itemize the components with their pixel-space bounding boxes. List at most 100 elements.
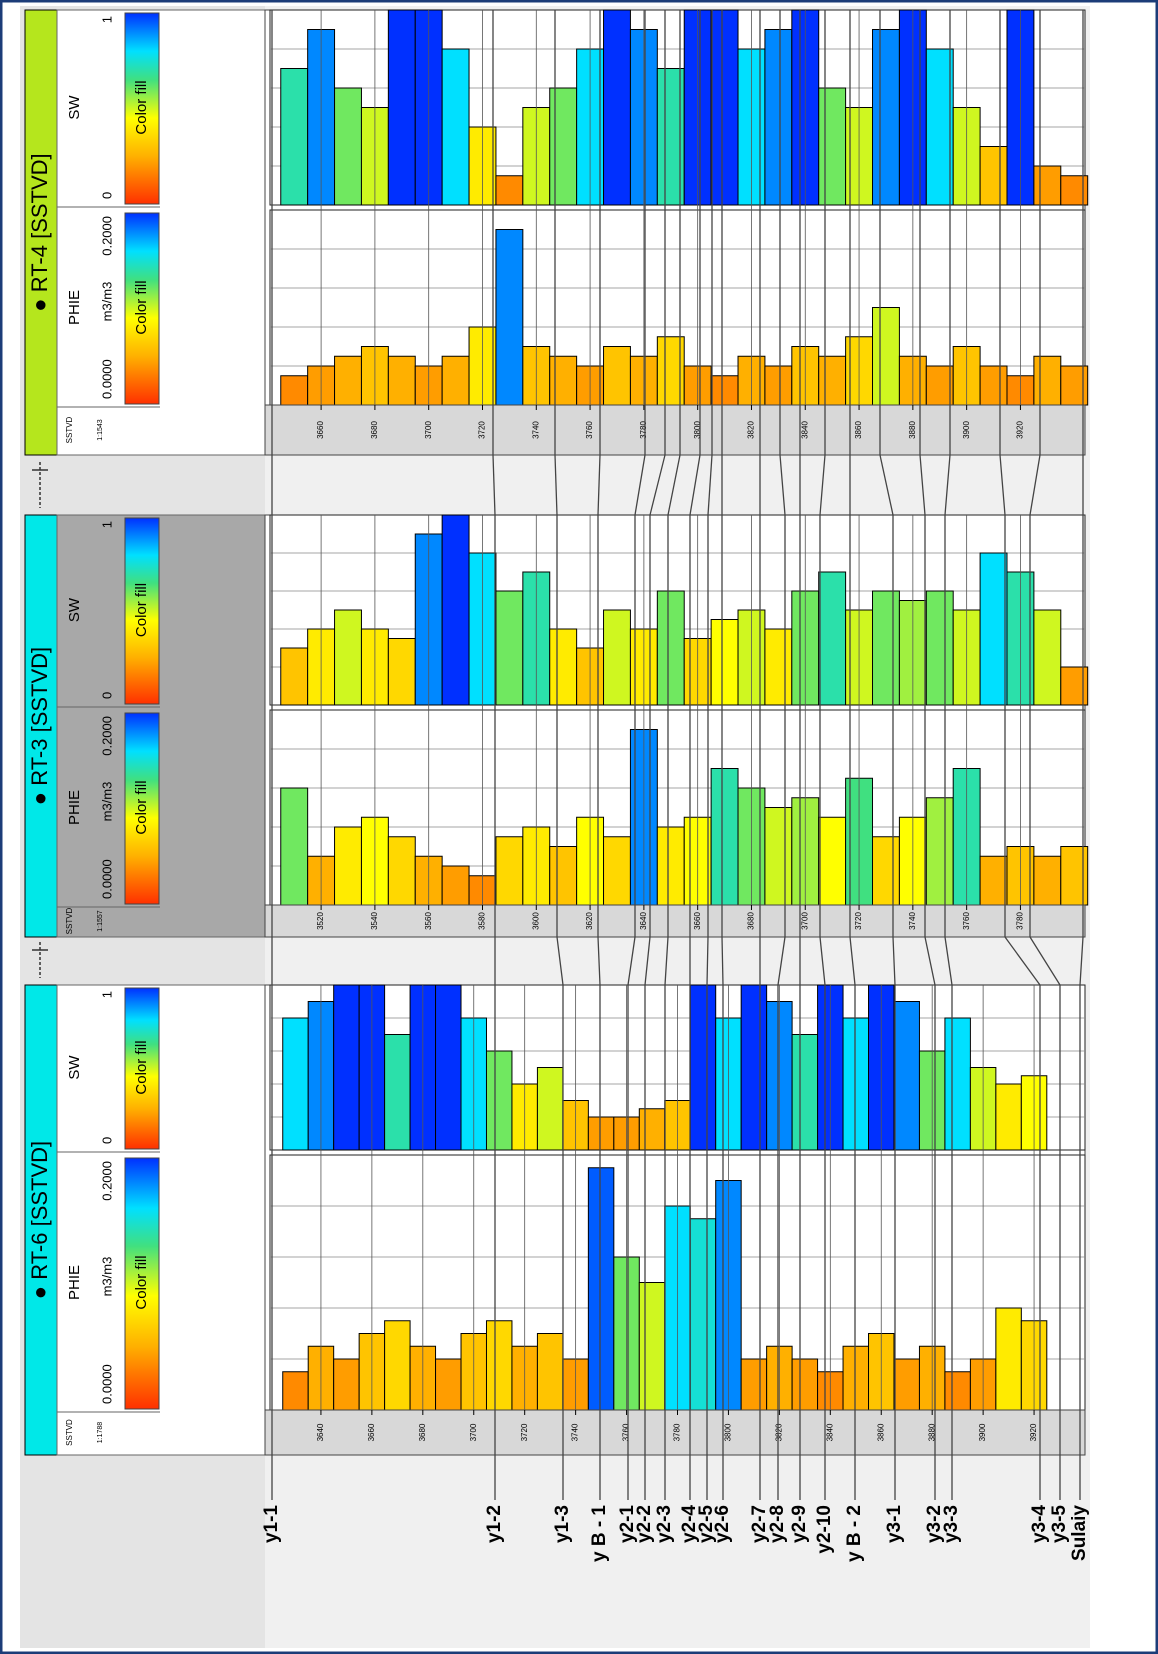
log-fill [818,87,847,206]
header-body [56,514,266,938]
log-fill [549,87,578,206]
scale-min: 0.0000 [99,859,114,899]
log-fill [384,1034,411,1151]
depth-tick-label: 3760 [622,1423,631,1441]
scale-unit: m3/m3 [99,782,114,822]
log-fill [656,826,685,906]
log-fill [1033,609,1062,706]
colorfill-bar [124,212,160,405]
log-fill [818,355,847,406]
horizon-link [819,454,826,516]
depth-tick-label: 3820 [747,421,756,439]
scale-min: 0 [99,692,114,699]
scale-max: 1 [99,16,114,23]
horizon-label: y1-1 [261,1505,282,1543]
log-fill [710,619,739,706]
colorfill-label: Color fill [133,1040,150,1094]
depth-tick-label: 3780 [673,1423,682,1441]
depth-tick-label: 3920 [1016,421,1025,439]
depth-tick-label: 3580 [478,912,487,930]
depth-tick-label: 3680 [747,912,756,930]
depth-tick-label: 3860 [854,421,863,439]
horizon-label: y2-10 [814,1505,835,1554]
depth-tick-label: 3700 [800,912,809,930]
horizon-link [667,454,681,516]
log-fill [791,1034,819,1151]
log-fill [1033,355,1062,406]
scale-min: 0.0000 [99,1364,114,1404]
log-fill [689,984,717,1151]
log-fill [334,609,362,706]
horizon-link [492,454,496,516]
log-fill [485,1050,513,1151]
depth-tick-label: 3680 [418,1423,427,1441]
horizon-label: y1-3 [552,1505,573,1543]
horizon-label: y3-4 [1029,1505,1050,1543]
log-fill [1033,855,1062,906]
horizon-link [689,454,701,516]
log-fill [441,514,470,706]
log-fill [495,175,524,206]
log-fill [603,836,631,906]
depth-tick-label: 3540 [370,912,379,930]
log-fill [944,1371,971,1411]
log-fill [495,836,524,906]
log-fill [334,826,362,906]
log-fill [979,146,1008,206]
horizon-link [892,936,896,986]
horizon-link [1079,936,1084,986]
log-fill [995,1083,1022,1151]
horizon-link [1029,936,1061,986]
log-fill [435,1358,462,1411]
track-name: SW [66,597,83,622]
horizon-link [849,936,856,986]
horizon-label: y1-2 [484,1505,505,1543]
track-name: PHIE [66,1265,83,1300]
log-fill [603,9,631,206]
horizon-link [556,936,564,986]
depth-label: SSTVD [65,1419,74,1446]
log-fill [791,1358,819,1411]
colorfill-label: Color fill [133,1255,150,1309]
horizon-link [924,936,936,986]
colorfill-label: Color fill [133,780,150,834]
log-fill [1033,165,1062,206]
depth-tick-label: 3720 [478,421,487,439]
depth-tick-label: 3700 [469,1423,478,1441]
scale-min: 0.0000 [99,359,114,399]
depth-tick-label: 3760 [585,421,594,439]
depth-tick-label: 3780 [1016,912,1025,930]
horizon-label: y2-5 [696,1505,717,1543]
log-fill [656,590,685,706]
horizon-label: y B - 2 [844,1505,865,1562]
log-fill [979,552,1008,706]
horizon-label: y3-2 [924,1505,945,1543]
log-fill [995,1307,1022,1411]
log-fill [740,1358,768,1411]
log-fill [638,1108,666,1151]
horizon-link [919,454,926,516]
depth-tick-label: 3840 [800,421,809,439]
track-name: PHIE [66,790,83,825]
horizon-link [597,936,601,986]
colorfill-label: Color fill [133,80,150,134]
scale-max: 0.2000 [99,1161,114,1201]
horizon-label: y3-3 [941,1505,962,1543]
horizon-link [944,936,953,986]
depth-track [264,904,1086,938]
depth-label: SSTVD [65,416,74,443]
colorfill-bar [124,987,160,1150]
depth-tick-label: 3920 [1029,1423,1038,1441]
log-fill [587,1116,615,1151]
depth-tick-label: 3720 [520,1423,529,1441]
log-fill [925,365,954,406]
depth-tick-label: 3900 [962,421,971,439]
scale-max: 0.2000 [99,216,114,256]
horizon-label: y3-5 [1049,1505,1070,1543]
log-fill [818,571,847,706]
horizon-label: y2-3 [654,1505,675,1543]
scale-unit: m3/m3 [99,282,114,322]
log-fill [387,836,416,906]
log-fill [536,1067,564,1151]
